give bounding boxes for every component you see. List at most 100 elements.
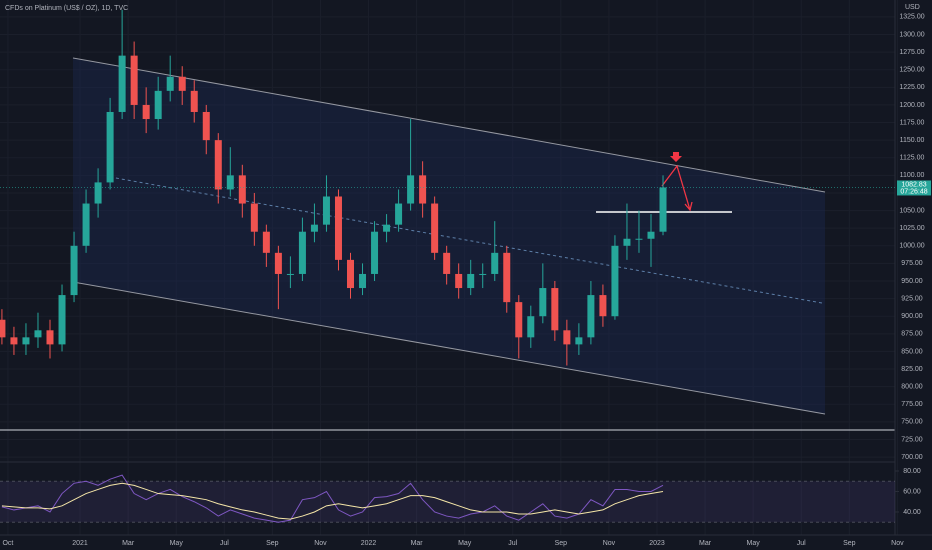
y-tick-label: 875.00	[901, 331, 923, 338]
candle-body	[82, 203, 90, 246]
candle-body	[322, 196, 330, 225]
x-tick-label: 2022	[361, 540, 377, 547]
x-tick-label: Sep	[555, 540, 568, 547]
candle-body	[383, 224, 391, 232]
candle-body	[503, 252, 511, 303]
candle-body	[407, 175, 415, 204]
x-tick-label: Jul	[508, 540, 517, 547]
candle-body	[226, 175, 234, 190]
y-tick-label: 1025.00	[899, 225, 924, 232]
candle-body	[479, 273, 487, 275]
x-tick-label: Sep	[843, 540, 856, 547]
candle-body	[623, 238, 631, 246]
candle-body	[154, 90, 162, 120]
candle-body	[539, 288, 547, 317]
y-tick-label: 1200.00	[899, 102, 924, 109]
candle-body	[286, 273, 294, 275]
y-tick-label: 825.00	[901, 366, 923, 373]
candle-body	[46, 330, 54, 345]
indicator-tick-label: 60.00	[903, 488, 921, 495]
y-tick-label: 1275.00	[899, 49, 924, 56]
x-tick-label: 2021	[72, 540, 88, 547]
candle-body	[166, 76, 174, 91]
candle-body	[130, 55, 138, 105]
chart-title: CFDs on Platinum (US$ / OZ), 1D, TVC	[5, 5, 128, 12]
candle-body	[250, 203, 258, 232]
candle-body	[70, 245, 78, 296]
candle-body	[443, 252, 451, 274]
candle-body	[635, 238, 643, 240]
countdown-label: 07:26:48	[900, 188, 927, 195]
candle-body	[515, 302, 523, 338]
channel-mid	[109, 176, 823, 304]
y-tick-label: 1175.00	[900, 119, 925, 126]
channel-upper	[72, 57, 826, 193]
candle-body	[599, 295, 607, 317]
y-tick-label: 1325.00	[899, 14, 924, 21]
candle-body	[575, 337, 583, 345]
candle-body	[94, 182, 102, 204]
y-tick-label: 1100.00	[900, 172, 925, 179]
candle-body	[58, 295, 66, 345]
y-tick-label: 775.00	[901, 401, 923, 408]
projection-arrow	[661, 164, 691, 211]
y-tick-label: 1250.00	[899, 67, 924, 74]
x-tick-label: Jul	[797, 540, 806, 547]
y-tick-label: 900.00	[901, 313, 923, 320]
candle-body	[106, 111, 114, 183]
x-tick-label: Mar	[699, 540, 712, 547]
candle-body	[118, 55, 126, 112]
candle-body	[34, 330, 42, 338]
candle-body	[491, 252, 499, 274]
arrow-head	[684, 201, 693, 212]
y-tick-label: 1000.00	[899, 243, 924, 250]
last-price-label: 1082.83	[901, 181, 926, 188]
candle-body	[647, 231, 655, 239]
candle-body	[419, 175, 427, 204]
x-tick-label: Nov	[603, 540, 616, 547]
candle-body	[262, 231, 270, 253]
candle-body	[22, 337, 30, 345]
last-price-box	[897, 180, 931, 196]
indicator-tick-label: 80.00	[903, 468, 921, 475]
channel-fill	[73, 58, 825, 414]
candle-body	[142, 104, 150, 120]
x-tick-label: Mar	[122, 540, 135, 547]
x-tick-label: Oct	[2, 540, 13, 547]
y-tick-label: 725.00	[901, 436, 923, 443]
y-tick-label: 1150.00	[900, 137, 925, 144]
currency-label: USD	[905, 4, 920, 11]
candle-body	[359, 273, 367, 289]
y-tick-label: 850.00	[901, 348, 923, 355]
channel-lower	[72, 281, 826, 415]
y-tick-label: 1050.00	[899, 207, 924, 214]
y-tick-label: 1225.00	[899, 84, 924, 91]
x-tick-label: May	[747, 540, 761, 547]
x-tick-label: Nov	[891, 540, 904, 547]
candle-body	[455, 273, 463, 289]
indicator-tick-label: 40.00	[903, 509, 921, 516]
indicator-line	[1, 482, 664, 520]
candle-body	[190, 90, 198, 112]
x-tick-label: 2023	[649, 540, 665, 547]
x-tick-label: Jul	[220, 540, 229, 547]
candle-body	[611, 245, 619, 317]
candle-body	[395, 203, 403, 225]
candle-body	[334, 196, 342, 260]
candle-body	[346, 259, 354, 289]
x-tick-label: Sep	[266, 540, 279, 547]
candle-body	[298, 231, 306, 274]
y-tick-label: 950.00	[901, 278, 923, 285]
candle-body	[202, 111, 210, 141]
drawings	[0, 0, 932, 536]
x-tick-label: May	[170, 540, 184, 547]
candle-body	[310, 224, 318, 232]
candle-body	[587, 295, 595, 338]
candle-body	[467, 273, 475, 289]
candle-body	[238, 175, 246, 204]
y-tick-label: 800.00	[901, 383, 923, 390]
y-tick-label: 1300.00	[899, 31, 924, 38]
x-tick-label: Nov	[314, 540, 327, 547]
